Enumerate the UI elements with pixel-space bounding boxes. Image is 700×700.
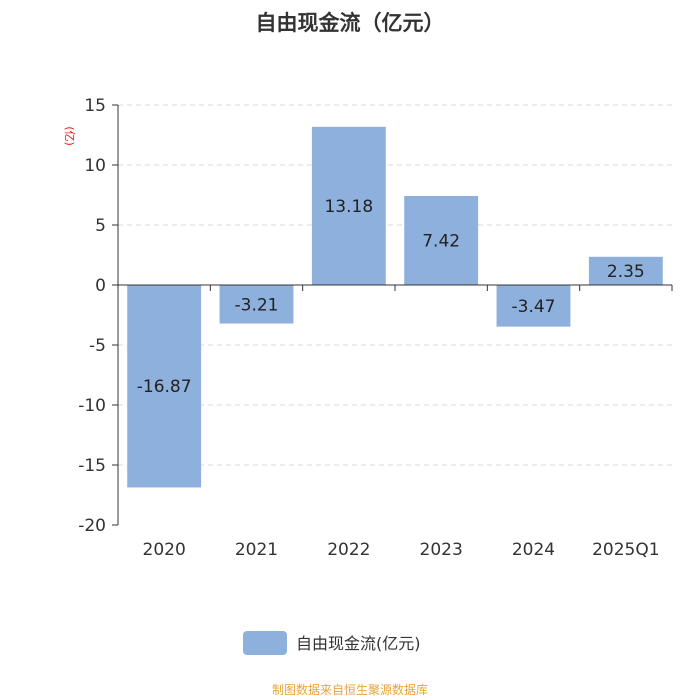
x-tick-label: 2023 (420, 540, 463, 560)
y-tick-labels: 15 10 5 0 -5 -10 -15 -20 (78, 96, 106, 536)
y-tick-label: 10 (84, 156, 106, 176)
y-tick-label: 0 (95, 276, 106, 296)
source-note: 制图数据来自恒生聚源数据库 (272, 682, 428, 697)
y-tick-label: 5 (95, 216, 106, 236)
data-label: 2.35 (607, 262, 645, 282)
data-labels: -16.87 -3.21 13.18 7.42 -3.47 2.35 (137, 197, 645, 397)
chart-title: 自由现金流（亿元） (256, 11, 445, 35)
y-axis-unit-label: (亿) (63, 126, 76, 146)
x-tick-label: 2021 (235, 540, 278, 560)
x-tick-label: 2022 (327, 540, 370, 560)
data-label: -3.47 (512, 297, 556, 317)
legend-swatch (243, 631, 287, 655)
x-tick-label: 2020 (143, 540, 186, 560)
bar (219, 285, 294, 324)
data-label: -16.87 (137, 377, 192, 397)
data-label: 13.18 (324, 197, 373, 217)
x-tick-label: 2025Q1 (592, 540, 659, 560)
y-tick-label: 15 (84, 96, 106, 116)
x-tick-labels: 2020 2021 2022 2023 2024 2025Q1 (143, 540, 660, 560)
bar (496, 285, 571, 327)
legend-label: 自由现金流(亿元) (296, 634, 421, 653)
bar (127, 285, 202, 488)
y-tick-label: -15 (78, 456, 106, 476)
bar (404, 195, 479, 285)
bars (127, 126, 663, 488)
data-label: -3.21 (235, 295, 279, 315)
legend[interactable]: 自由现金流(亿元) (243, 631, 421, 655)
axes (112, 104, 673, 526)
y-tick-label: -10 (78, 396, 106, 416)
data-label: 7.42 (422, 231, 460, 251)
gridlines (118, 104, 672, 466)
y-tick-label: -20 (78, 516, 106, 536)
bar (311, 126, 386, 285)
x-tick-label: 2024 (512, 540, 555, 560)
y-tick-label: -5 (89, 336, 106, 356)
bar (588, 256, 663, 285)
